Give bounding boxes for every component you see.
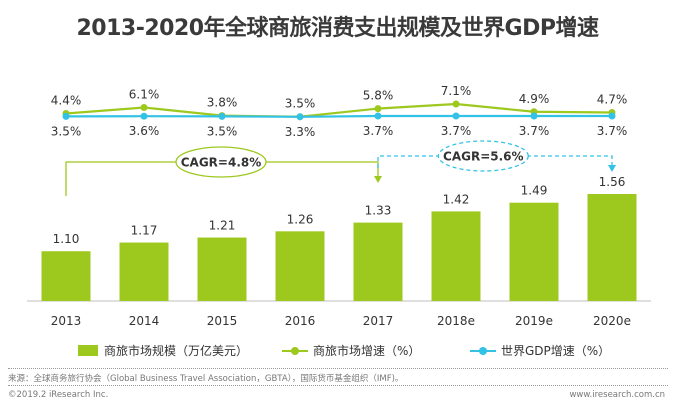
label-growth-2018e: 7.1% bbox=[441, 84, 472, 98]
cagr-bubble-2013-2017 bbox=[175, 146, 267, 178]
footer-website: www.iresearch.com.cn bbox=[569, 390, 665, 400]
label-gdp-2018e: 3.7% bbox=[441, 124, 472, 138]
footer-divider-2 bbox=[8, 385, 668, 386]
point-gdp-2015 bbox=[218, 112, 226, 120]
bar-2014 bbox=[119, 242, 169, 301]
bar-2017 bbox=[353, 222, 403, 301]
label-gdp-2019e: 3.7% bbox=[519, 124, 550, 138]
label-gdp-2013: 3.5% bbox=[51, 124, 82, 138]
point-gdp-2020e bbox=[608, 112, 616, 120]
bar-2020e bbox=[587, 194, 637, 301]
point-gdp-2019e bbox=[530, 112, 538, 120]
legend: 商旅市场规模（万亿美元） 商旅市场增速（%） 世界GDP增速（%） bbox=[0, 342, 675, 362]
label-gdp-2016: 3.3% bbox=[285, 125, 316, 139]
bar-label-2018e: 1.42 bbox=[443, 192, 470, 206]
bar-2013 bbox=[41, 251, 91, 301]
cagr-arrow-2013-2017 bbox=[374, 176, 382, 183]
point-gdp-2013 bbox=[62, 112, 70, 120]
chart-title: 2013-2020年全球商旅消费支出规模及世界GDP增速 bbox=[76, 16, 599, 41]
label-growth-2015: 3.8% bbox=[207, 96, 238, 110]
legend-label-bar: 商旅市场规模（万亿美元） bbox=[104, 344, 249, 358]
cagr-arrow-2017-2020 bbox=[608, 165, 616, 172]
point-gdp-2016 bbox=[296, 113, 304, 121]
point-growth-2017 bbox=[374, 105, 382, 113]
x-tick-2014: 2014 bbox=[129, 314, 160, 328]
bar-label-2016: 1.26 bbox=[287, 212, 314, 226]
label-growth-2014: 6.1% bbox=[129, 88, 160, 102]
bar-label-2017: 1.33 bbox=[365, 204, 392, 218]
label-gdp-2020e: 3.7% bbox=[597, 124, 628, 138]
legend-label-gdp: 世界GDP增速（%） bbox=[501, 344, 611, 358]
point-gdp-2014 bbox=[140, 112, 148, 120]
label-gdp-2014: 3.6% bbox=[129, 124, 160, 138]
bar-label-2019e: 1.49 bbox=[521, 184, 548, 198]
bar-2018e bbox=[431, 211, 481, 301]
legend-swatch-gdp bbox=[470, 345, 496, 357]
bar-2015 bbox=[197, 237, 247, 301]
footer-source: 来源：全球商务旅行协会（Global Business Travel Assoc… bbox=[8, 374, 404, 384]
legend-swatch-bar bbox=[78, 345, 98, 356]
cagr-text-2013-2017: CAGR=4.8% bbox=[181, 156, 262, 170]
point-gdp-2017 bbox=[374, 112, 382, 120]
label-gdp-2017: 3.7% bbox=[363, 124, 394, 138]
label-growth-2013: 4.4% bbox=[51, 94, 82, 108]
cagr-bubble-2017-2020 bbox=[437, 140, 529, 172]
x-tick-2019e: 2019e bbox=[515, 314, 553, 328]
bar-label-2013: 1.10 bbox=[53, 232, 80, 246]
footer-divider bbox=[8, 368, 668, 369]
legend-item-bar: 商旅市场规模（万亿美元） bbox=[78, 342, 248, 359]
line-growth bbox=[65, 102, 613, 118]
label-growth-2020e: 4.7% bbox=[597, 92, 628, 106]
label-gdp-2015: 3.5% bbox=[207, 124, 238, 138]
footer-copyright: ©2019.2 iResearch Inc. bbox=[8, 390, 109, 400]
bar-label-2020e: 1.56 bbox=[599, 175, 626, 189]
x-tick-2017: 2017 bbox=[363, 314, 394, 328]
point-growth-2014 bbox=[140, 104, 148, 112]
x-tick-2015: 2015 bbox=[207, 314, 238, 328]
point-gdp-2018e bbox=[452, 112, 460, 120]
x-tick-2018e: 2018e bbox=[437, 314, 475, 328]
cagr-text-2017-2020: CAGR=5.6% bbox=[443, 150, 524, 164]
bar-2016 bbox=[275, 231, 325, 301]
label-growth-2016: 3.5% bbox=[285, 97, 316, 111]
label-growth-2019e: 4.9% bbox=[519, 92, 550, 106]
label-growth-2017: 5.8% bbox=[363, 89, 394, 103]
x-tick-2020e: 2020e bbox=[593, 314, 631, 328]
legend-item-gdp: 世界GDP增速（%） bbox=[470, 342, 610, 359]
point-growth-2018e bbox=[452, 100, 460, 108]
bar-label-2015: 1.21 bbox=[209, 219, 236, 233]
legend-swatch-growth bbox=[282, 345, 308, 357]
x-tick-2016: 2016 bbox=[285, 314, 316, 328]
bar-2019e bbox=[509, 202, 559, 301]
legend-item-growth: 商旅市场增速（%） bbox=[282, 342, 420, 359]
legend-label-growth: 商旅市场增速（%） bbox=[313, 344, 421, 358]
line-gdp bbox=[65, 114, 612, 118]
bar-label-2014: 1.17 bbox=[131, 224, 158, 238]
x-tick-2013: 2013 bbox=[51, 314, 82, 328]
